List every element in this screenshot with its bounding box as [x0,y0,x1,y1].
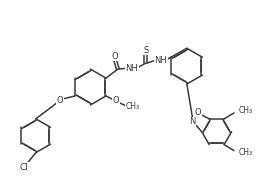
Text: CH₃: CH₃ [239,148,253,157]
Text: CH₃: CH₃ [126,102,140,111]
Text: NH: NH [125,64,138,73]
Text: S: S [143,46,148,55]
Text: O: O [56,96,63,105]
Text: N: N [189,117,195,126]
Text: O: O [112,52,118,61]
Text: NH: NH [154,56,167,65]
Text: O: O [113,96,119,105]
Text: CH₃: CH₃ [239,106,253,115]
Text: O: O [195,108,202,117]
Text: Cl: Cl [19,163,28,172]
